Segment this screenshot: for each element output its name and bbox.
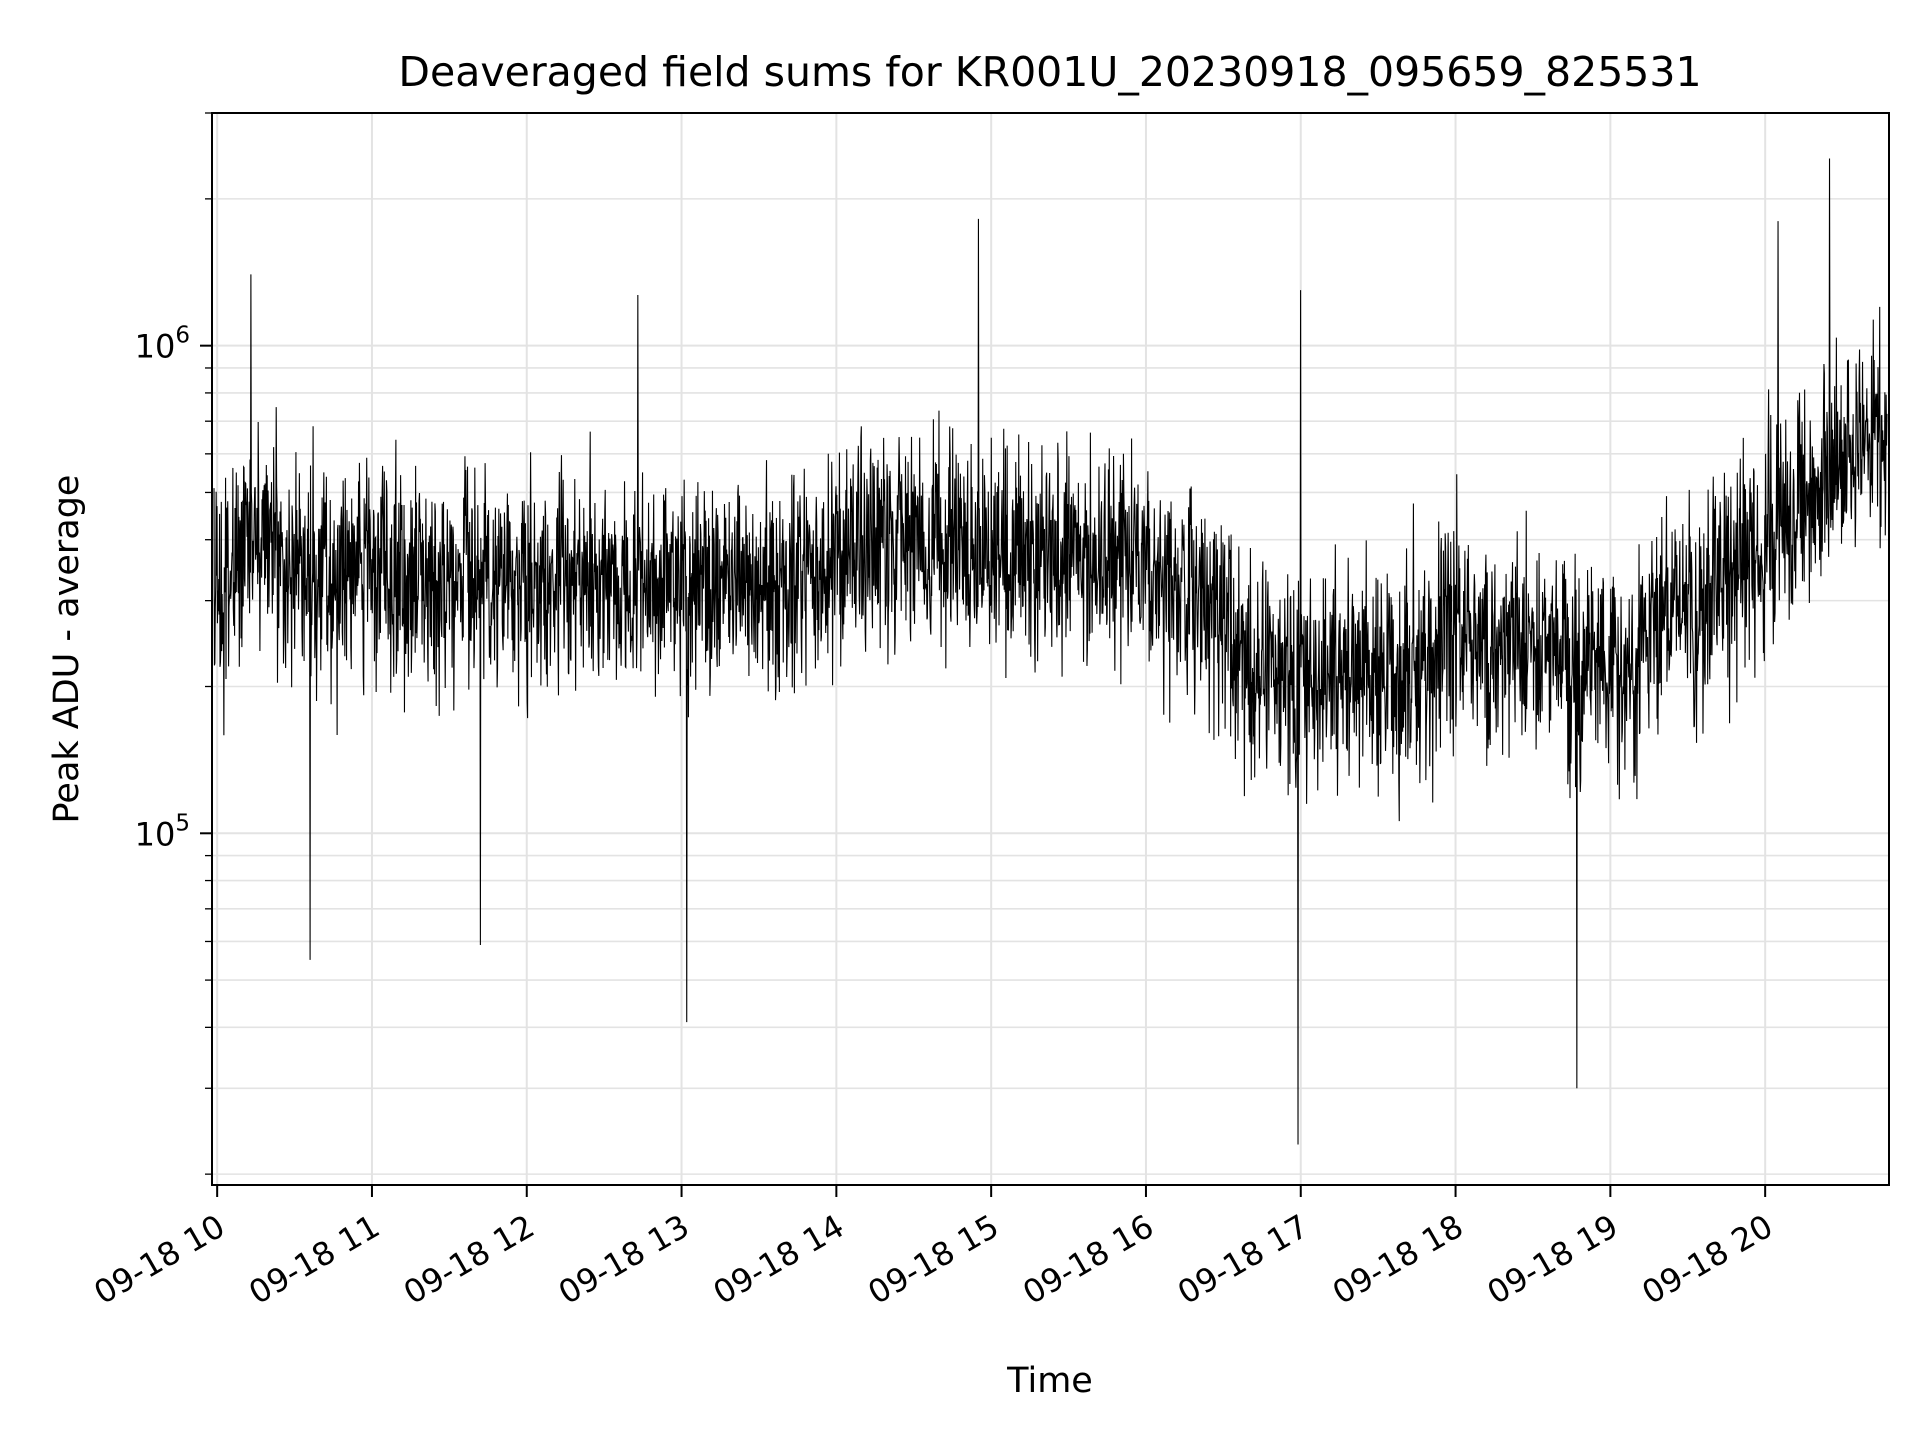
series-layer: [213, 158, 1888, 1145]
y-tick-label: 106: [135, 323, 190, 366]
y-tick-labels: 105 106: [135, 323, 190, 854]
chart-title: Deaveraged field sums for KR001U_2023091…: [398, 48, 1701, 96]
x-axis-label: Time: [1006, 1361, 1093, 1401]
plot-frame: [211, 112, 1890, 1186]
y-axis-label: Peak ADU - average: [47, 475, 87, 824]
series-line: [213, 158, 1888, 1145]
tick-marks: [200, 112, 1767, 1197]
y-tick-label: 105: [135, 810, 190, 853]
